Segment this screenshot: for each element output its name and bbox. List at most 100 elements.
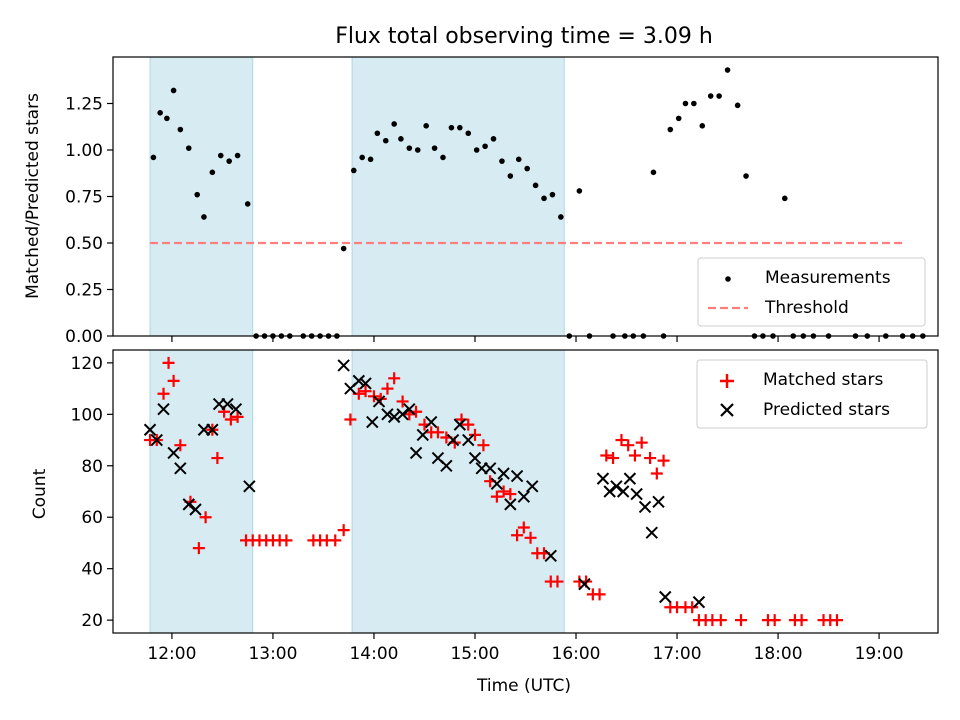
legend-label-predicted: Predicted stars (763, 400, 890, 420)
matched-star-point (768, 614, 781, 627)
predicted-star-point (610, 480, 623, 493)
y-tick-label: 40 (81, 560, 103, 580)
matched-star-point (167, 374, 180, 387)
measurement-point (194, 191, 200, 198)
predicted-star-point (596, 472, 610, 485)
predicted-star-point (337, 359, 350, 372)
measurement-point (177, 126, 184, 133)
matched-star-point (224, 413, 237, 426)
top-legend-box (697, 257, 926, 327)
observing-window-shade (351, 349, 565, 634)
measurement-point (558, 214, 564, 220)
predicted-star-point (578, 577, 591, 591)
top-plot-frame (112, 56, 939, 337)
matched-star-point (337, 524, 350, 537)
matched-star-point (517, 521, 530, 534)
measurement-point (164, 115, 170, 122)
measurement-point (431, 145, 438, 151)
predicted-star-point (143, 423, 157, 436)
measurement-point (406, 145, 413, 151)
y-tick-label: 80 (81, 457, 103, 477)
measurement-point (423, 123, 429, 129)
predicted-star-point (462, 433, 475, 447)
matched-star-point (468, 428, 481, 441)
x-tick-label: 19:00 (855, 644, 904, 664)
predicted-star-point (157, 402, 170, 416)
x-tick-label: 18:00 (754, 644, 803, 664)
y-tick-label: 20 (81, 611, 103, 631)
predicted-star-point (630, 487, 643, 501)
measurement-point (367, 156, 374, 163)
predicted-star-point (206, 423, 219, 436)
predicted-star-point (409, 446, 423, 460)
matched-star-point (490, 490, 503, 503)
predicted-star-point (544, 549, 557, 563)
matched-star-point (600, 449, 613, 462)
predicted-star-point (490, 477, 504, 490)
measurement-point (667, 126, 674, 133)
predicted-star-point (497, 467, 510, 480)
measurement-point (226, 158, 232, 164)
matched-star-point (174, 439, 187, 452)
predicted-star-point (446, 433, 460, 447)
matched-star-point (524, 531, 537, 544)
predicted-star-point (174, 462, 187, 475)
matched-star-point (157, 387, 170, 400)
predicted-star-point (396, 408, 409, 421)
predicted-star-point (366, 415, 379, 429)
matched-star-point (381, 382, 394, 395)
legend-label-matched: Matched stars (763, 370, 883, 390)
top-chart-title: Flux total observing time = 3.09 h (335, 24, 713, 49)
matched-star-point (199, 511, 212, 524)
predicted-star-point (416, 428, 430, 442)
observing-window-shade (149, 56, 254, 337)
bottom-legend-box (696, 359, 928, 429)
measurement-point (217, 152, 224, 159)
bottom-x-axis-ticks: 12:00 13:00 14:00 15:00 16:00 17:00 18:00 19:00 (147, 633, 904, 664)
predicted-star-point (517, 490, 531, 503)
legend-marker-measurements (725, 276, 731, 282)
x-tick-label: 17:00 (653, 644, 702, 664)
predicted-star-point (504, 498, 517, 511)
matched-star-point (593, 588, 606, 601)
matched-star-point (686, 601, 699, 614)
matched-star-point (635, 436, 648, 449)
predicted-star-point (468, 451, 482, 465)
x-tick-label: 16:00 (552, 644, 601, 664)
predicted-star-point (603, 485, 616, 498)
matched-star-point (615, 434, 628, 447)
measurement-point (716, 93, 722, 99)
matched-star-point (830, 614, 843, 627)
legend-label-threshold: Threshold (764, 298, 849, 318)
predicted-star-point (352, 374, 366, 388)
matched-star-point (607, 452, 620, 465)
predicted-star-point (692, 595, 706, 609)
bottom-plot-panel: 20 40 60 80 100 120 12:00 13:00 14:00 15:00 16:00… (30, 349, 939, 696)
x-tick-label: 14:00 (349, 644, 398, 664)
matched-star-point (162, 356, 175, 369)
measurement-point (734, 102, 741, 109)
bottom-plot-frame (112, 349, 939, 634)
predicted-star-point (483, 462, 497, 475)
predicted-star-point (440, 459, 453, 472)
measurement-point (465, 130, 472, 137)
matched-star-point (396, 395, 409, 408)
measurement-point (650, 169, 657, 176)
predicted-star-point (229, 402, 243, 416)
measurement-point (350, 167, 357, 174)
measurement-point (490, 136, 497, 142)
matched-star-point (280, 534, 293, 547)
x-tick-label: 15:00 (450, 644, 499, 664)
predicted-star-point (221, 397, 234, 411)
matched-star-point (211, 452, 224, 465)
predicted-star-point (182, 498, 195, 511)
predicted-star-point (623, 472, 637, 485)
predicted-star-point (638, 500, 652, 514)
predicted-star-point (243, 480, 256, 493)
measurement-point (724, 67, 731, 73)
measurement-point (374, 130, 381, 137)
y-tick-label: 120 (71, 354, 103, 374)
predicted-star-point (381, 408, 394, 421)
matched-star-point (795, 614, 808, 627)
matched-star-point (650, 467, 663, 480)
